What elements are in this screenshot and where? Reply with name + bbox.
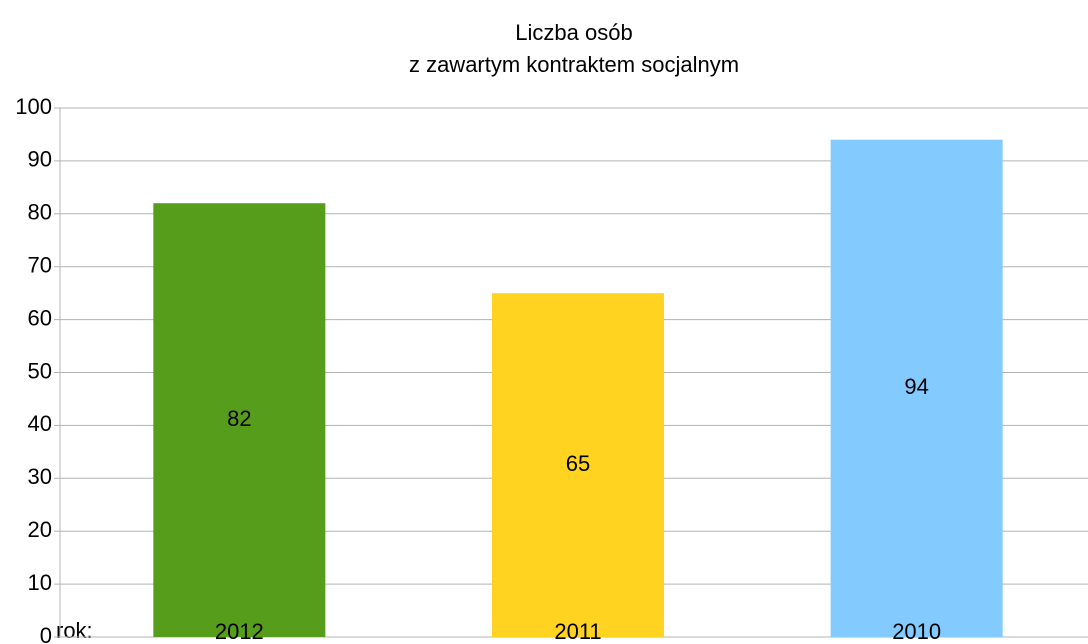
y-tick-label: 20 xyxy=(28,517,52,542)
y-tick-label: 80 xyxy=(28,200,52,225)
data-label: 65 xyxy=(566,451,590,476)
data-label: 94 xyxy=(904,374,928,399)
y-tick-label: 10 xyxy=(28,570,52,595)
chart-title: Liczba osób xyxy=(515,20,632,45)
x-tick-label: 2010 xyxy=(892,619,941,644)
x-axis-label: rok: xyxy=(56,618,93,643)
y-tick-label: 60 xyxy=(28,305,52,330)
bar xyxy=(153,203,326,637)
bar xyxy=(830,139,1003,638)
y-tick-label: 30 xyxy=(28,464,52,489)
y-tick-label: 70 xyxy=(28,253,52,278)
y-tick-label: 50 xyxy=(28,358,52,383)
x-tick-label: 2011 xyxy=(554,619,601,644)
y-tick-label: 100 xyxy=(15,94,52,119)
x-tick-label: 2012 xyxy=(215,619,264,644)
y-tick-label: 0 xyxy=(40,623,52,644)
data-label: 82 xyxy=(227,406,251,431)
y-tick-label: 40 xyxy=(28,411,52,436)
chart-subtitle: z zawartym kontraktem socjalnym xyxy=(409,52,739,77)
bar xyxy=(492,293,664,637)
y-tick-label: 90 xyxy=(28,147,52,172)
